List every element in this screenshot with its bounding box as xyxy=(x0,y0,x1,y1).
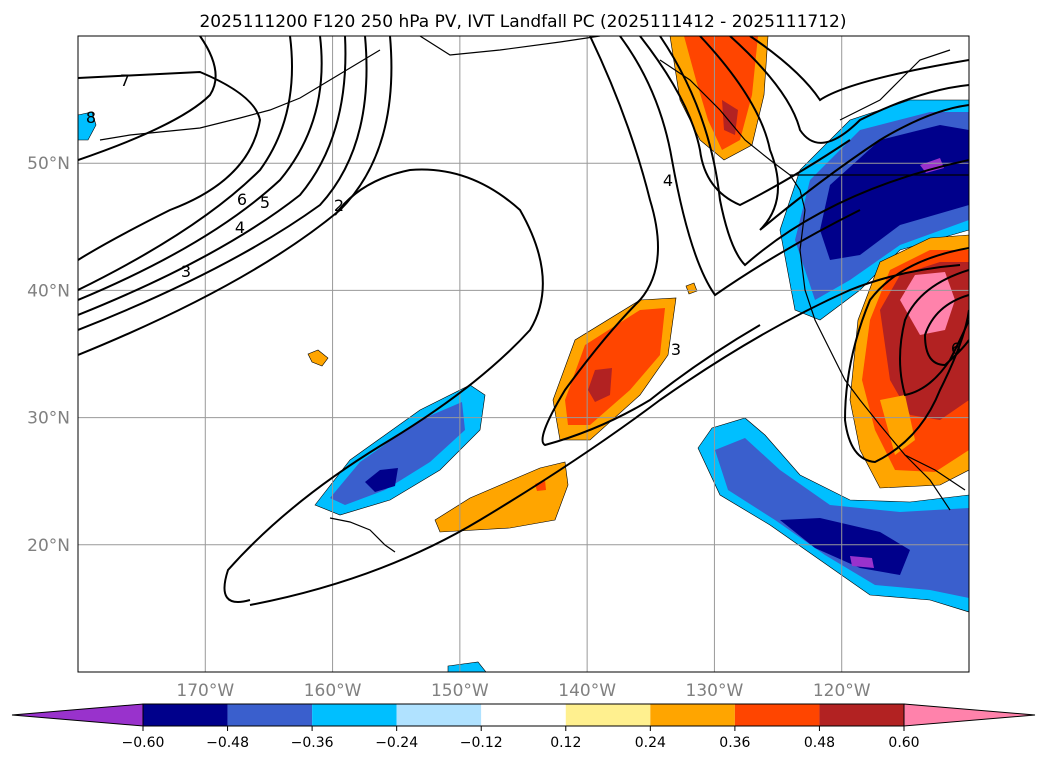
colorbar: −0.60 −0.48 −0.36 −0.24 −0.12 0.12 0.24 0.36 0.4… xyxy=(11,703,1036,751)
contour-2-west xyxy=(78,70,262,261)
lon-label: 140°W xyxy=(558,681,616,701)
contour-label: 4 xyxy=(235,218,245,237)
map-title: 2025111200 F120 250 hPa PV, IVT Landfall… xyxy=(199,12,846,32)
contour-ridge-4 xyxy=(729,36,969,144)
shade-hi-blue xyxy=(330,402,465,505)
shade-blob-orange xyxy=(307,349,329,367)
contour-ca-loop-1 xyxy=(843,247,969,464)
colorbar-box xyxy=(565,704,651,726)
shade-pnw-navy xyxy=(820,125,969,260)
contour-ridge-5 xyxy=(749,36,969,102)
colorbar-box xyxy=(734,704,820,726)
colorbar-labels: −0.60 −0.48 −0.36 −0.24 −0.12 0.12 0.24 0.36 0.4… xyxy=(122,726,920,751)
coast-baja xyxy=(904,454,951,511)
contour-label: 7 xyxy=(120,71,130,90)
lon-label: 150°W xyxy=(431,681,489,701)
colorbar-box xyxy=(396,704,482,726)
shade-cp-darkred xyxy=(588,368,612,402)
colorbar-extend-max xyxy=(903,703,1036,727)
longitude-labels: 170°W 160°W 150°W 140°W 130°W 120°W xyxy=(176,681,870,701)
lat-label: 20°N xyxy=(27,536,70,556)
colorbar-label: −0.24 xyxy=(375,735,418,751)
colorbar-label: −0.12 xyxy=(460,735,503,751)
colorbar-label: 0.12 xyxy=(550,735,581,751)
shade-subtrop-purple xyxy=(850,556,874,568)
contour-4-west xyxy=(78,36,293,291)
shade-sub-red xyxy=(535,480,546,491)
shade-blob-lightblue xyxy=(78,111,97,141)
contour-ridge-1 xyxy=(639,36,851,207)
contour-label: 3 xyxy=(181,262,191,281)
latitude-labels: 50°N 40°N 30°N 20°N xyxy=(27,154,70,556)
colorbar-box xyxy=(481,704,566,726)
coast-bc xyxy=(659,59,806,211)
colorbar-boxes xyxy=(11,703,1036,727)
gridlines xyxy=(78,36,969,672)
colorbar-box xyxy=(650,704,735,726)
contour-ca-loop-3 xyxy=(923,294,969,367)
shade-ca-pink xyxy=(900,272,955,335)
contour-label: 5 xyxy=(260,193,270,212)
contour-labels: 7 8 6 5 4 3 2 4 3 6 xyxy=(86,71,961,359)
contour-ridge-2 xyxy=(659,36,969,267)
colorbar-label: 0.60 xyxy=(888,735,919,751)
lat-label: 50°N xyxy=(27,154,70,174)
contour-7-west xyxy=(78,36,368,331)
colorbar-box xyxy=(227,704,313,726)
contour-inner-loop xyxy=(223,168,544,603)
coast-border-2 xyxy=(839,49,951,121)
lon-label: 170°W xyxy=(176,681,234,701)
pv-contours xyxy=(78,36,969,606)
colorbar-outline xyxy=(142,703,905,727)
shade-pnw-purple xyxy=(920,158,944,173)
colorbar-label: −0.48 xyxy=(206,735,249,751)
contour-label: 2 xyxy=(334,196,344,215)
colorbar-label: 0.24 xyxy=(635,735,666,751)
contour-8-west xyxy=(78,36,393,356)
lon-label: 160°W xyxy=(304,681,362,701)
lat-label: 40°N xyxy=(27,281,70,301)
contour-5-west xyxy=(78,36,323,301)
colorbar-box xyxy=(312,704,397,726)
coast-aleutians xyxy=(99,49,381,141)
contour-label: 6 xyxy=(951,339,961,358)
contour-outer-loop xyxy=(249,264,961,606)
contour-label: 6 xyxy=(237,190,247,209)
contour-4-mid xyxy=(619,36,861,297)
lon-label: 130°W xyxy=(686,681,744,701)
lat-label: 30°N xyxy=(27,409,70,429)
colorbar-label: −0.36 xyxy=(291,735,334,751)
coast-hawaii xyxy=(329,517,396,553)
coast-alaska-south xyxy=(419,36,601,56)
colorbar-box xyxy=(143,704,228,726)
colorbar-label: 0.48 xyxy=(804,735,835,751)
shade-hi-navy xyxy=(365,468,398,492)
colorbar-label: 0.36 xyxy=(719,735,750,751)
shade-gulf-alaska-red xyxy=(684,36,758,150)
contour-ridge-3 xyxy=(699,36,969,231)
shade-blob-orange2 xyxy=(685,282,698,295)
contour-big-trough xyxy=(541,36,761,447)
shade-blob-lightblue2 xyxy=(447,661,487,672)
contour-ca-loop-2 xyxy=(899,269,969,397)
contour-3-west xyxy=(78,36,217,161)
contour-label: 4 xyxy=(663,171,673,190)
coast-us-west xyxy=(799,209,966,491)
contour-6-west xyxy=(78,36,347,316)
map-frame xyxy=(77,35,970,673)
shade-subtrop-navy xyxy=(780,518,910,575)
colorbar-extend-min xyxy=(11,703,144,727)
colorbar-label: −0.60 xyxy=(122,735,165,751)
colorbar-box xyxy=(819,704,904,726)
coastlines xyxy=(99,36,969,553)
lon-label: 120°W xyxy=(813,681,871,701)
contour-label: 3 xyxy=(671,340,681,359)
map-area xyxy=(78,36,969,672)
shade-cp-red xyxy=(565,308,665,425)
contour-label: 8 xyxy=(86,108,96,127)
